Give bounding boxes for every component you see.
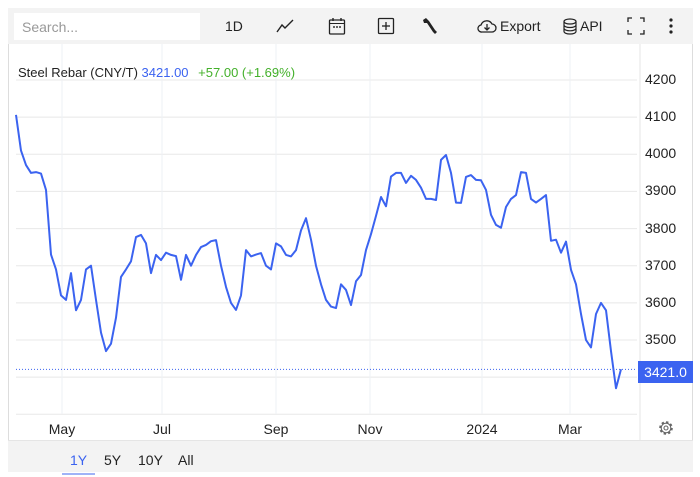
x-tick-label: Mar: [557, 421, 583, 437]
last-price-tag: 3421.0: [638, 361, 693, 383]
export-button[interactable]: Export: [477, 14, 540, 38]
y-tick-label: 4200: [645, 71, 677, 87]
y-tick-label: 3900: [645, 182, 677, 199]
range-button-10y[interactable]: 10Y: [138, 452, 163, 468]
date-range-button[interactable]: [328, 14, 346, 38]
wrench-icon: [423, 18, 437, 34]
search-input[interactable]: [14, 13, 200, 40]
add-box-icon: [377, 17, 395, 35]
y-tick-label: 4100: [645, 108, 677, 125]
price-series-line: [15, 114, 622, 390]
database-icon: [563, 17, 577, 35]
cloud-download-icon: [477, 20, 497, 33]
x-tick-label: May: [48, 421, 76, 437]
y-tick-label: 4000: [645, 145, 677, 162]
settings-gear-icon[interactable]: [657, 419, 675, 437]
legend-price: 3421.00: [141, 65, 189, 80]
y-tick-label: 3500: [645, 331, 677, 347]
compare-button[interactable]: [377, 14, 395, 38]
fullscreen-icon: [627, 17, 645, 35]
calendar-icon: [328, 18, 346, 35]
x-tick-label: Sep: [263, 421, 289, 437]
chart-type-button[interactable]: [276, 14, 294, 38]
y-tick-label: 3600: [645, 293, 677, 310]
legend-change: +57.00 (+1.69%): [198, 65, 296, 80]
y-tick-label: 3800: [645, 219, 677, 236]
more-vertical-icon: [669, 18, 673, 34]
range-button-1y[interactable]: 1Y: [61, 452, 96, 475]
interval-button[interactable]: 1D: [225, 14, 243, 38]
range-button-all[interactable]: All: [178, 452, 194, 468]
range-button-5y[interactable]: 5Y: [104, 452, 122, 468]
chart-legend: Steel Rebar (CNY/T) 3421.00 +57.00 (+1.6…: [18, 65, 295, 80]
x-tick-label: Nov: [357, 421, 383, 437]
more-menu-button[interactable]: [668, 14, 674, 38]
fullscreen-button[interactable]: [627, 14, 645, 38]
export-label: Export: [500, 18, 541, 34]
x-tick-label: 2024: [466, 421, 498, 437]
api-button[interactable]: API: [563, 14, 603, 38]
y-tick-label: 3700: [645, 256, 677, 273]
legend-title: Steel Rebar (CNY/T): [18, 65, 138, 80]
tools-button[interactable]: [421, 14, 439, 38]
line-chart-icon: [276, 19, 294, 33]
range-selector: [8, 440, 693, 472]
api-label: API: [580, 18, 603, 34]
interval-label: 1D: [225, 18, 243, 34]
x-tick-label: Jul: [153, 421, 171, 437]
